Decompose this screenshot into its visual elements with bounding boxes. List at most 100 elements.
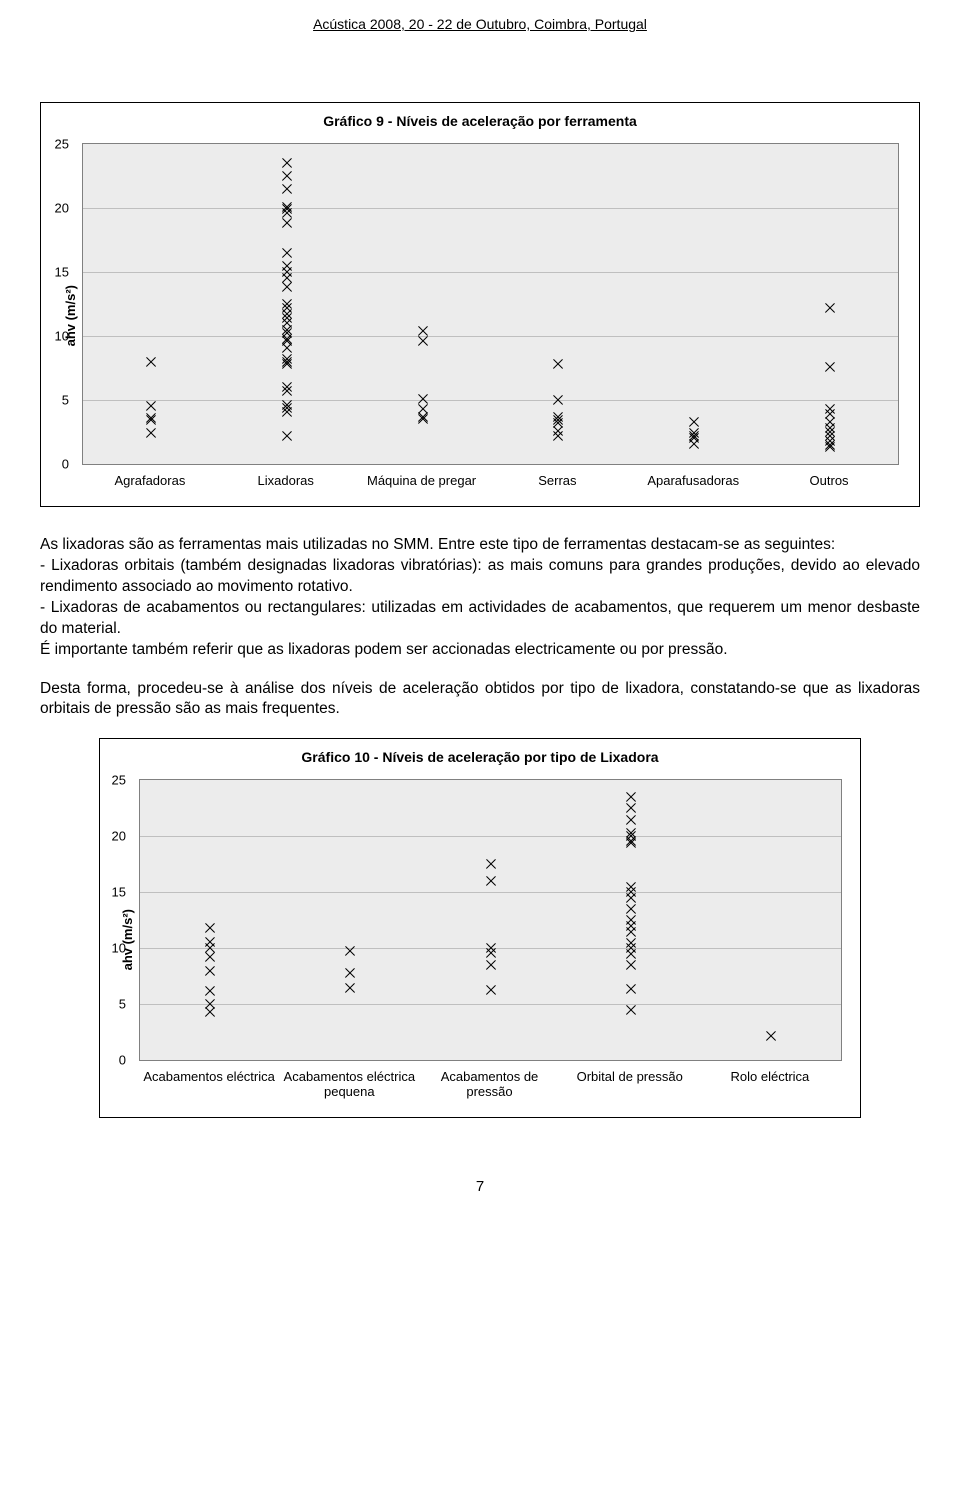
data-marker <box>626 803 636 813</box>
data-marker <box>418 412 428 422</box>
data-marker <box>553 418 563 428</box>
data-marker <box>626 815 636 825</box>
y-tick-label: 15 <box>112 885 126 900</box>
data-marker <box>689 431 699 441</box>
y-tick-label: 25 <box>112 773 126 788</box>
data-marker <box>418 404 428 414</box>
data-marker <box>689 439 699 449</box>
data-marker <box>825 362 835 372</box>
data-marker <box>825 442 835 452</box>
data-marker <box>689 433 699 443</box>
page-number: 7 <box>40 1178 920 1195</box>
y-tick-label: 20 <box>55 201 69 216</box>
y-tick-label: 0 <box>119 1053 126 1068</box>
y-tick-label: 10 <box>55 329 69 344</box>
data-marker <box>282 343 292 353</box>
data-marker <box>282 202 292 212</box>
data-marker <box>418 414 428 424</box>
data-marker <box>553 412 563 422</box>
chart9-title: Gráfico 9 - Níveis de aceleração por fer… <box>63 113 897 129</box>
data-marker <box>282 359 292 369</box>
y-tick-label: 20 <box>112 829 126 844</box>
x-category-label: Máquina de pregar <box>354 473 490 488</box>
data-marker <box>553 359 563 369</box>
data-marker <box>825 427 835 437</box>
data-marker <box>626 960 636 970</box>
x-category-label: Acabamentos de pressão <box>419 1069 559 1099</box>
data-marker <box>825 404 835 414</box>
data-marker <box>146 428 156 438</box>
data-marker <box>345 946 355 956</box>
data-marker <box>205 986 215 996</box>
x-category-label: Aparafusadoras <box>625 473 761 488</box>
data-marker <box>146 413 156 423</box>
data-marker <box>146 415 156 425</box>
data-marker <box>146 401 156 411</box>
data-marker <box>553 431 563 441</box>
data-marker <box>626 838 636 848</box>
y-tick-label: 5 <box>119 997 126 1012</box>
data-marker <box>418 326 428 336</box>
data-marker <box>282 318 292 328</box>
data-marker <box>486 985 496 995</box>
data-marker <box>486 859 496 869</box>
data-marker <box>553 426 563 436</box>
data-marker <box>282 273 292 283</box>
data-marker <box>418 394 428 404</box>
data-marker <box>282 171 292 181</box>
page: Acústica 2008, 20 - 22 de Outubro, Coimb… <box>0 0 960 1235</box>
paragraph-3: - Lixadoras de acabamentos ou rectangula… <box>40 598 920 640</box>
data-marker <box>205 952 215 962</box>
data-marker <box>282 403 292 413</box>
data-marker <box>825 303 835 313</box>
paragraph-2: - Lixadoras orbitais (também designadas … <box>40 556 920 598</box>
data-marker <box>282 357 292 367</box>
data-marker <box>626 893 636 903</box>
x-category-label: Rolo eléctrica <box>700 1069 840 1099</box>
data-marker <box>825 409 835 419</box>
data-marker <box>626 792 636 802</box>
data-marker <box>282 282 292 292</box>
data-marker <box>825 440 835 450</box>
y-tick-label: 25 <box>55 137 69 152</box>
data-marker <box>553 415 563 425</box>
data-marker <box>345 983 355 993</box>
data-marker <box>282 382 292 392</box>
data-marker <box>282 204 292 214</box>
y-tick-label: 0 <box>62 457 69 472</box>
paragraph-4: É importante também referir que as lixad… <box>40 640 920 661</box>
data-marker <box>626 927 636 937</box>
x-category-label: Lixadoras <box>218 473 354 488</box>
data-marker <box>626 904 636 914</box>
x-category-label: Outros <box>761 473 897 488</box>
data-marker <box>825 431 835 441</box>
running-header: Acústica 2008, 20 - 22 de Outubro, Coimb… <box>40 0 920 32</box>
data-marker <box>825 436 835 446</box>
data-marker <box>626 921 636 931</box>
data-marker <box>282 261 292 271</box>
data-marker <box>486 876 496 886</box>
y-tick-label: 15 <box>55 265 69 280</box>
data-marker <box>282 299 292 309</box>
data-marker <box>282 354 292 364</box>
data-marker <box>282 336 292 346</box>
data-marker <box>282 248 292 258</box>
data-marker <box>689 428 699 438</box>
chart10-wrap: Gráfico 10 - Níveis de aceleração por ti… <box>40 738 920 1118</box>
y-tick-label: 10 <box>112 941 126 956</box>
data-marker <box>146 357 156 367</box>
data-marker <box>205 937 215 947</box>
chart10-ylabel: ahv (m/s²) <box>120 909 135 970</box>
chart10-plot: 0510152025 <box>139 779 842 1061</box>
data-marker <box>282 407 292 417</box>
data-marker <box>825 417 835 427</box>
data-marker <box>486 960 496 970</box>
data-marker <box>282 386 292 396</box>
data-marker <box>418 336 428 346</box>
data-marker <box>626 949 636 959</box>
data-marker <box>205 923 215 933</box>
x-category-label: Acabamentos eléctrica <box>139 1069 279 1099</box>
data-marker <box>626 938 636 948</box>
chart10-frame: Gráfico 10 - Níveis de aceleração por ti… <box>99 738 861 1118</box>
data-marker <box>205 966 215 976</box>
